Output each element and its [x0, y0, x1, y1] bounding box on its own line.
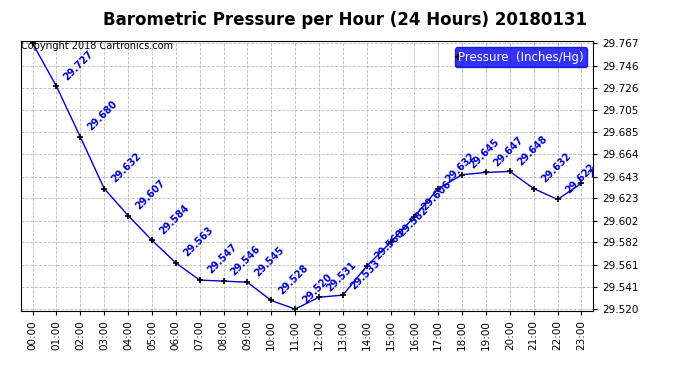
Pressure  (Inches/Hg): [267, 298, 275, 303]
Pressure  (Inches/Hg): [386, 240, 395, 244]
Pressure  (Inches/Hg): [172, 261, 180, 265]
Text: 29.563: 29.563: [181, 225, 215, 259]
Pressure  (Inches/Hg): [434, 186, 442, 191]
Legend: Pressure  (Inches/Hg): Pressure (Inches/Hg): [455, 47, 587, 67]
Text: 29.632: 29.632: [444, 151, 477, 184]
Text: 29.546: 29.546: [229, 243, 263, 277]
Text: 29.645: 29.645: [468, 137, 502, 171]
Pressure  (Inches/Hg): [148, 238, 156, 243]
Pressure  (Inches/Hg): [28, 41, 37, 46]
Pressure  (Inches/Hg): [124, 213, 132, 218]
Pressure  (Inches/Hg): [578, 181, 586, 186]
Pressure  (Inches/Hg): [315, 295, 323, 300]
Text: 29.584: 29.584: [157, 202, 191, 236]
Text: 29.680: 29.680: [86, 99, 119, 133]
Text: 29.632: 29.632: [540, 151, 573, 184]
Text: 29.637: 29.637: [587, 146, 620, 179]
Text: 29.533: 29.533: [348, 257, 382, 291]
Line: Pressure  (Inches/Hg): Pressure (Inches/Hg): [29, 40, 585, 313]
Text: 29.607: 29.607: [134, 178, 167, 212]
Pressure  (Inches/Hg): [482, 170, 490, 175]
Text: 29.560: 29.560: [373, 228, 406, 262]
Pressure  (Inches/Hg): [553, 197, 562, 202]
Pressure  (Inches/Hg): [244, 280, 252, 285]
Text: 29.547: 29.547: [205, 242, 239, 276]
Text: 29.520: 29.520: [301, 272, 334, 305]
Pressure  (Inches/Hg): [458, 172, 466, 177]
Pressure  (Inches/Hg): [362, 264, 371, 268]
Text: 29.528: 29.528: [277, 262, 310, 296]
Pressure  (Inches/Hg): [195, 278, 204, 282]
Text: 29.582: 29.582: [396, 205, 430, 238]
Text: 29.648: 29.648: [515, 134, 549, 167]
Pressure  (Inches/Hg): [52, 84, 61, 88]
Text: 29.727: 29.727: [62, 49, 96, 82]
Text: Barometric Pressure per Hour (24 Hours) 20180131: Barometric Pressure per Hour (24 Hours) …: [103, 11, 587, 29]
Pressure  (Inches/Hg): [339, 293, 347, 297]
Text: 29.767: 29.767: [38, 6, 72, 39]
Pressure  (Inches/Hg): [506, 169, 514, 174]
Pressure  (Inches/Hg): [76, 135, 84, 139]
Pressure  (Inches/Hg): [291, 307, 299, 311]
Text: 29.622: 29.622: [563, 162, 597, 195]
Text: 29.531: 29.531: [324, 260, 358, 293]
Text: 29.632: 29.632: [110, 151, 144, 184]
Text: 29.545: 29.545: [253, 244, 286, 278]
Text: 29.647: 29.647: [491, 135, 525, 168]
Pressure  (Inches/Hg): [219, 279, 228, 284]
Text: Copyright 2018 Cartronics.com: Copyright 2018 Cartronics.com: [21, 41, 172, 51]
Pressure  (Inches/Hg): [530, 186, 538, 191]
Pressure  (Inches/Hg): [100, 186, 108, 191]
Text: 29.606: 29.606: [420, 179, 453, 212]
Pressure  (Inches/Hg): [411, 214, 419, 219]
